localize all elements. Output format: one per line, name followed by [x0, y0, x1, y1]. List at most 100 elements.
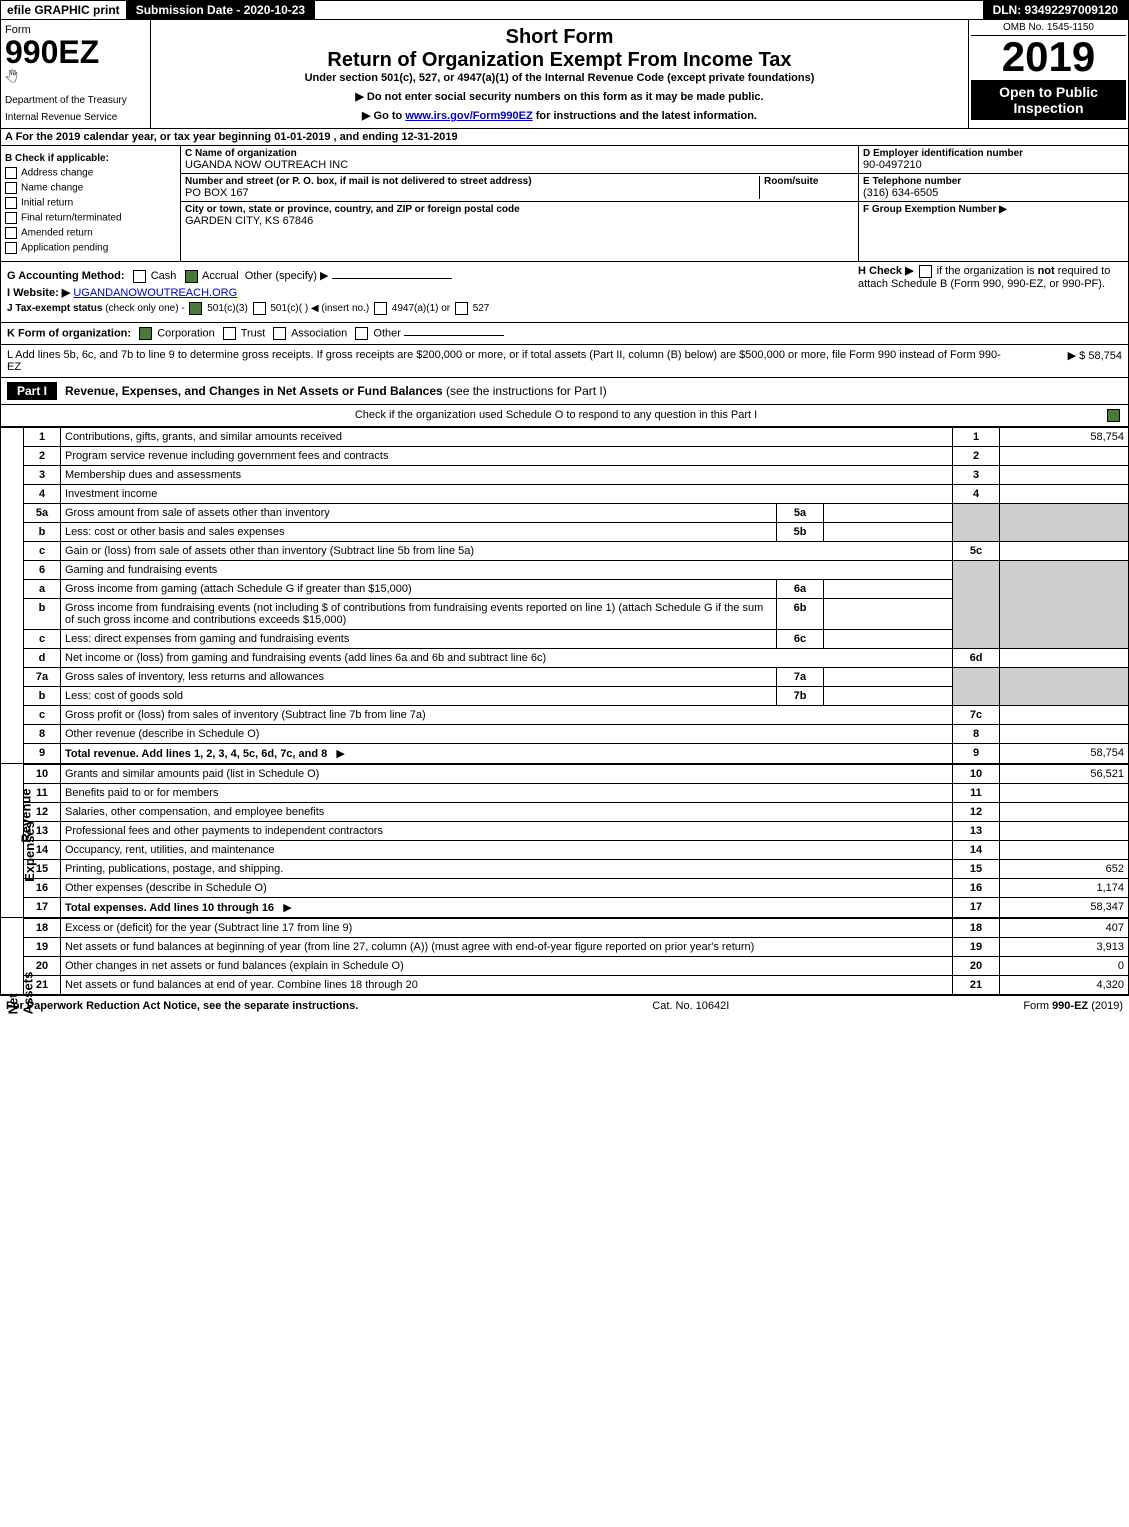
line-20-col: 20 [953, 956, 1000, 975]
ein-value: 90-0497210 [863, 159, 1124, 171]
line-6-num: 6 [24, 560, 61, 579]
line-13-col: 13 [953, 821, 1000, 840]
top-bar: efile GRAPHIC print Submission Date - 20… [0, 0, 1129, 20]
trust-checkbox[interactable] [223, 327, 236, 340]
schedule-o-checkbox[interactable] [1107, 409, 1120, 422]
line-1-desc: Contributions, gifts, grants, and simila… [65, 431, 342, 443]
line-5a-num: 5a [24, 503, 61, 522]
form-number-box: Form 990EZ 🖑 Department of the Treasury … [1, 20, 151, 128]
line-3-num: 3 [24, 465, 61, 484]
line-7c-num: c [24, 705, 61, 724]
line-6b-sub: 6b [777, 598, 824, 629]
line-15-desc: Printing, publications, postage, and shi… [65, 863, 283, 875]
line-18-col: 18 [953, 918, 1000, 937]
line-6b-subval [824, 598, 953, 629]
line-14-col: 14 [953, 840, 1000, 859]
other-input[interactable] [332, 278, 452, 279]
check-column: B Check if applicable: Address change Na… [1, 146, 181, 261]
corp-label: Corporation [157, 327, 214, 339]
right-column: D Employer identification number 90-0497… [858, 146, 1128, 261]
final-return-checkbox[interactable] [5, 212, 17, 224]
accrual-checkbox[interactable] [185, 270, 198, 283]
name-change-label: Name change [21, 183, 83, 194]
line-9-num: 9 [24, 743, 61, 763]
c-label: C Name of organization [185, 148, 854, 159]
part1-check: Check if the organization used Schedule … [0, 405, 1129, 427]
line-12-col: 12 [953, 802, 1000, 821]
info-block: H Check ▶ if the organization is not req… [0, 262, 1129, 323]
efile-label[interactable]: efile GRAPHIC print [1, 1, 126, 19]
line-16-desc: Other expenses (describe in Schedule O) [65, 882, 267, 894]
part1-label: Part I [7, 382, 57, 400]
final-return-label: Final return/terminated [21, 213, 122, 224]
line-2-num: 2 [24, 446, 61, 465]
h-checkbox[interactable] [919, 265, 932, 278]
corp-checkbox[interactable] [139, 327, 152, 340]
initial-return-label: Initial return [21, 198, 73, 209]
year-box: OMB No. 1545-1150 2019 Open to Public In… [968, 20, 1128, 128]
name-change-checkbox[interactable] [5, 182, 17, 194]
other-org-checkbox[interactable] [355, 327, 368, 340]
line-17-col: 17 [953, 897, 1000, 917]
line-6-grey [953, 560, 1000, 648]
line-3-amount [1000, 465, 1129, 484]
line-17-num: 17 [24, 897, 61, 917]
submission-date: Submission Date - 2020-10-23 [126, 1, 315, 19]
app-pending-checkbox[interactable] [5, 242, 17, 254]
line-11-desc: Benefits paid to or for members [65, 787, 218, 799]
line-5b-desc: Less: cost or other basis and sales expe… [65, 526, 285, 538]
revenue-section: Revenue 1 Contributions, gifts, grants, … [0, 427, 1129, 764]
line-6d-num: d [24, 648, 61, 667]
h-not: not [1038, 265, 1055, 277]
line-7ab-grey [953, 667, 1000, 705]
line-20-amount: 0 [1000, 956, 1129, 975]
goto-post: for instructions and the latest informat… [536, 110, 757, 122]
k-label: K Form of organization: [7, 327, 131, 339]
line-10-num: 10 [24, 764, 61, 783]
501c-checkbox[interactable] [253, 302, 266, 315]
irs-link[interactable]: www.irs.gov/Form990EZ [405, 110, 532, 122]
line-5c-amount [1000, 541, 1129, 560]
city-label: City or town, state or province, country… [185, 204, 854, 215]
netassets-side: Net Assets [0, 918, 23, 995]
line-7a-sub: 7a [777, 667, 824, 686]
line-21-amount: 4,320 [1000, 975, 1129, 994]
part1-header: Part I Revenue, Expenses, and Changes in… [0, 378, 1129, 405]
line-6a-sub: 6a [777, 579, 824, 598]
line-7b-num: b [24, 686, 61, 705]
revenue-side: Revenue [0, 427, 23, 764]
h-text1: if the organization is [937, 265, 1038, 277]
cash-checkbox[interactable] [133, 270, 146, 283]
line-8-desc: Other revenue (describe in Schedule O) [65, 728, 259, 740]
i-label: I Website: ▶ [7, 287, 70, 299]
l-text: L Add lines 5b, 6c, and 7b to line 9 to … [7, 349, 1002, 373]
other-org-input[interactable] [404, 335, 504, 336]
527-checkbox[interactable] [455, 302, 468, 315]
line-12-desc: Salaries, other compensation, and employ… [65, 806, 324, 818]
line-5a-sub: 5a [777, 503, 824, 522]
line-9-desc: Total revenue. Add lines 1, 2, 3, 4, 5c,… [65, 748, 327, 760]
amended-return-checkbox[interactable] [5, 227, 17, 239]
initial-return-checkbox[interactable] [5, 197, 17, 209]
501c3-checkbox[interactable] [189, 302, 202, 315]
g-label: G Accounting Method: [7, 270, 125, 282]
other-label: Other (specify) ▶ [245, 270, 329, 282]
website-link[interactable]: UGANDANOWOUTREACH.ORG [73, 287, 237, 299]
line-10-col: 10 [953, 764, 1000, 783]
line-10-desc: Grants and similar amounts paid (list in… [65, 768, 319, 780]
line-20-desc: Other changes in net assets or fund bala… [65, 960, 404, 972]
4947-checkbox[interactable] [374, 302, 387, 315]
part1-check-text: Check if the organization used Schedule … [7, 409, 1105, 422]
f-label: F Group Exemption Number ▶ [863, 204, 1124, 215]
tax-year-row: A For the 2019 calendar year, or tax yea… [0, 129, 1129, 146]
assoc-checkbox[interactable] [273, 327, 286, 340]
main-title: Return of Organization Exempt From Incom… [157, 49, 962, 72]
dln: DLN: 93492297009120 [983, 1, 1128, 19]
addr-change-checkbox[interactable] [5, 167, 17, 179]
goto-pre: ▶ Go to [362, 110, 405, 122]
ssn-notice: ▶ Do not enter social security numbers o… [157, 90, 962, 103]
other-org-label: Other [373, 327, 401, 339]
line-2-col: 2 [953, 446, 1000, 465]
line-2-amount [1000, 446, 1129, 465]
l-block: L Add lines 5b, 6c, and 7b to line 9 to … [0, 345, 1129, 378]
